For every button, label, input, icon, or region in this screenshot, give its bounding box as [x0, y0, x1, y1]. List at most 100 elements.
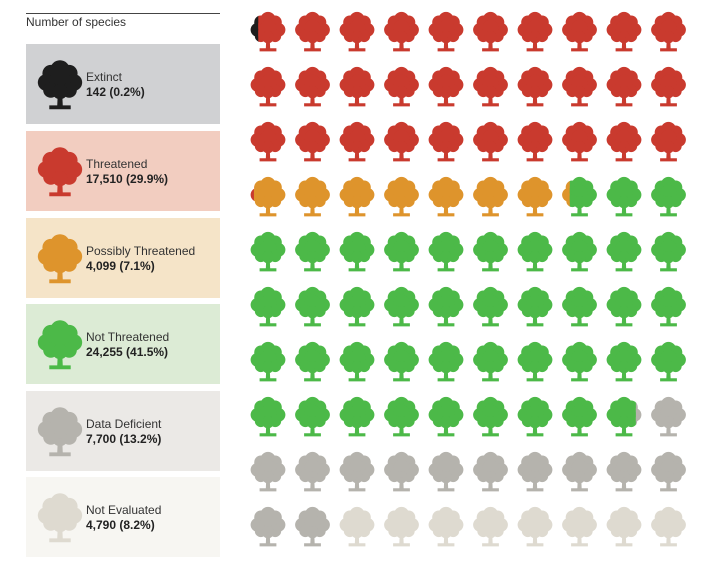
tree-mark [473, 66, 508, 107]
tree-mark [517, 506, 553, 547]
tree-mark [651, 11, 686, 52]
tree-mark [606, 231, 642, 272]
tree-mark [473, 286, 508, 327]
tree-mark [339, 66, 375, 107]
tree-icon [384, 451, 419, 492]
tree-mark [295, 66, 330, 107]
tree-mark [517, 176, 553, 217]
tree-mark [606, 396, 642, 437]
tree-mark [517, 451, 553, 492]
legend-label: Threatened [86, 157, 148, 171]
tree-icon [473, 341, 508, 382]
tree-icon [295, 66, 330, 107]
tree-icon [517, 506, 553, 547]
tree-icon [428, 176, 464, 217]
tree-icon [339, 176, 375, 217]
tree-icon [428, 66, 464, 107]
tree-mark [651, 231, 686, 272]
tree-mark [606, 66, 642, 107]
tree-icon [295, 121, 330, 162]
tree-icon [517, 121, 553, 162]
tree-icon [651, 396, 686, 437]
tree-icon [250, 286, 286, 327]
tree-mark [517, 66, 553, 107]
tree-mark [339, 506, 375, 547]
tree-mark [250, 396, 286, 437]
tree-icon [37, 320, 83, 370]
tree-mark [428, 396, 464, 437]
tree-icon [517, 231, 553, 272]
tree-icon [384, 506, 419, 547]
tree-mark [651, 121, 686, 162]
tree-icon [651, 506, 686, 547]
tree-mark [250, 341, 286, 382]
tree-icon [295, 286, 330, 327]
tree-mark [473, 121, 508, 162]
tree-icon [295, 451, 330, 492]
tree-mark [562, 121, 597, 162]
tree-mark [651, 396, 686, 437]
tree-icon [250, 121, 286, 162]
tree-icon [473, 66, 508, 107]
tree-icon [606, 286, 642, 327]
tree-icon [250, 231, 286, 272]
tree-icon [562, 66, 597, 107]
tree-mark [384, 11, 419, 52]
tree-icon [428, 11, 464, 52]
tree-mark [384, 286, 419, 327]
legend-label: Possibly Threatened [86, 244, 196, 258]
tree-icon [473, 396, 508, 437]
tree-mark [428, 231, 464, 272]
tree-mark [384, 176, 419, 217]
tree-mark [428, 451, 464, 492]
tree-mark [473, 341, 508, 382]
tree-icon [562, 451, 597, 492]
tree-icon [606, 121, 642, 162]
tree-mark [562, 11, 597, 52]
tree-mark [295, 396, 330, 437]
tree-icon [339, 286, 375, 327]
tree-mark [428, 506, 464, 547]
tree-icon [651, 66, 686, 107]
tree-icon [37, 493, 83, 543]
tree-mark [339, 121, 375, 162]
tree-mark [606, 176, 642, 217]
tree-icon [428, 121, 464, 162]
waffle-chart [250, 11, 686, 547]
tree-mark [473, 451, 508, 492]
tree-mark [339, 286, 375, 327]
tree-mark [250, 176, 286, 217]
tree-mark [562, 396, 597, 437]
tree-icon [384, 121, 419, 162]
tree-icon [517, 286, 553, 327]
tree-mark [250, 11, 286, 52]
tree-icon [339, 66, 375, 107]
tree-icon [562, 286, 597, 327]
tree-mark [339, 231, 375, 272]
tree-mark [562, 66, 597, 107]
tree-icon [250, 451, 286, 492]
tree-mark [562, 451, 597, 492]
legend-title: Number of species [26, 15, 127, 29]
tree-mark [517, 11, 553, 52]
tree-icon [384, 286, 419, 327]
tree-mark [428, 341, 464, 382]
tree-icon [339, 121, 375, 162]
tree-icon [295, 176, 330, 217]
tree-icon [473, 121, 508, 162]
tree-icon [339, 506, 375, 547]
tree-icon [517, 341, 553, 382]
tree-mark [295, 231, 330, 272]
legend-item-data-deficient: Data Deficient 7,700 (13.2%) [26, 391, 220, 471]
tree-mark [384, 231, 419, 272]
tree-icon [651, 176, 686, 217]
tree-icon [651, 451, 686, 492]
tree-mark [295, 341, 330, 382]
tree-mark [339, 341, 375, 382]
tree-mark [606, 286, 642, 327]
tree-mark [428, 176, 464, 217]
legend-value: 142 (0.2%) [86, 85, 145, 99]
tree-mark [250, 286, 286, 327]
tree-mark [517, 396, 553, 437]
tree-mark [384, 506, 419, 547]
